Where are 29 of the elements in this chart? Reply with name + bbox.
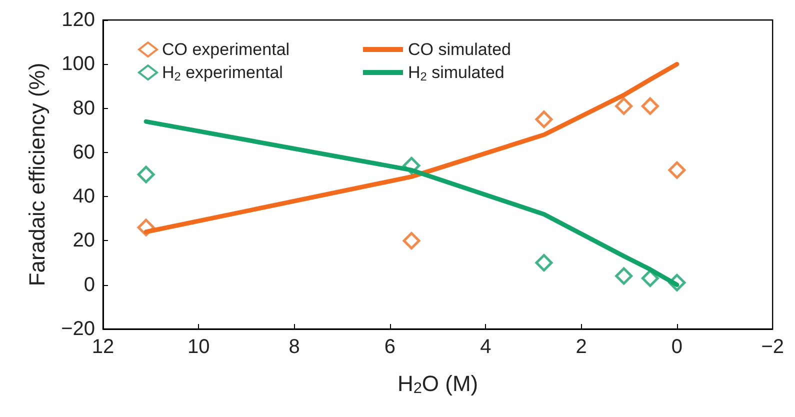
- point: [615, 267, 633, 285]
- point: [402, 232, 420, 250]
- y-axis-title: Faradaic efficiency (%): [24, 62, 50, 286]
- point: [615, 97, 633, 115]
- x-tick-label: 8: [288, 336, 300, 358]
- y-tick-label: 100: [62, 53, 95, 76]
- x-tick-label: 10: [188, 336, 210, 358]
- y-tick-label: 60: [72, 141, 95, 164]
- legend-label: CO simulated: [408, 40, 511, 59]
- y-tick-label: 20: [72, 230, 95, 252]
- point: [641, 97, 659, 115]
- point: [535, 110, 553, 128]
- point: [137, 218, 155, 236]
- point: [668, 274, 686, 292]
- x-tick-label: −2: [761, 336, 784, 358]
- point: [668, 161, 686, 179]
- legend-label: CO experimental: [162, 40, 290, 59]
- point: [402, 156, 420, 174]
- x-tick-label: 6: [384, 336, 396, 358]
- y-tick-label: 120: [62, 9, 95, 31]
- point: [137, 166, 155, 184]
- y-tick-label: 40: [72, 186, 95, 208]
- y-tick-label: 0: [84, 274, 95, 296]
- x-tick-label: 4: [480, 336, 492, 358]
- point: [535, 254, 553, 272]
- x-tick-label: 0: [671, 336, 683, 358]
- x-tick-label: 2: [576, 336, 587, 358]
- point: [641, 269, 659, 287]
- y-tick-label: 80: [72, 97, 95, 120]
